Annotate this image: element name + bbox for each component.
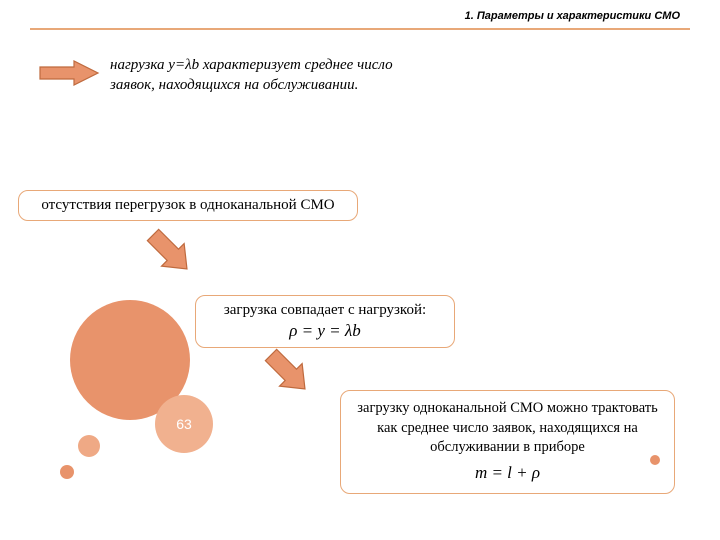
interpret-box: загрузку одноканальной СМО можно трактов…: [340, 390, 675, 494]
decor-circle-small-1: [78, 435, 100, 457]
condition-box: отсутствия перегрузок в одноканальной СМ…: [18, 190, 358, 221]
definition-text: нагрузка y=λb характеризует среднее числ…: [110, 55, 430, 96]
condition-text: отсутствия перегрузок в одноканальной СМ…: [41, 197, 334, 213]
header-divider: [30, 28, 690, 30]
load-formula: ρ = y = λb: [210, 321, 440, 341]
page-title: 1. Параметры и характеристики СМО: [465, 10, 680, 22]
interpret-text: загрузку одноканальной СМО можно трактов…: [353, 399, 662, 458]
load-box: загрузка совпадает с нагрузкой: ρ = y = …: [195, 295, 455, 348]
page-number-circle: 63: [155, 395, 213, 453]
interpret-formula: m = l + ρ: [353, 462, 662, 485]
decor-circle-small-2: [60, 465, 74, 479]
decor-circle-small-3: [650, 455, 660, 465]
arrow-diag-icon-2: [258, 342, 318, 402]
arrow-diag-icon-1: [140, 222, 200, 282]
page-number: 63: [176, 416, 192, 432]
arrow-right-icon: [38, 58, 102, 88]
load-text: загрузка совпадает с нагрузкой:: [210, 302, 440, 319]
